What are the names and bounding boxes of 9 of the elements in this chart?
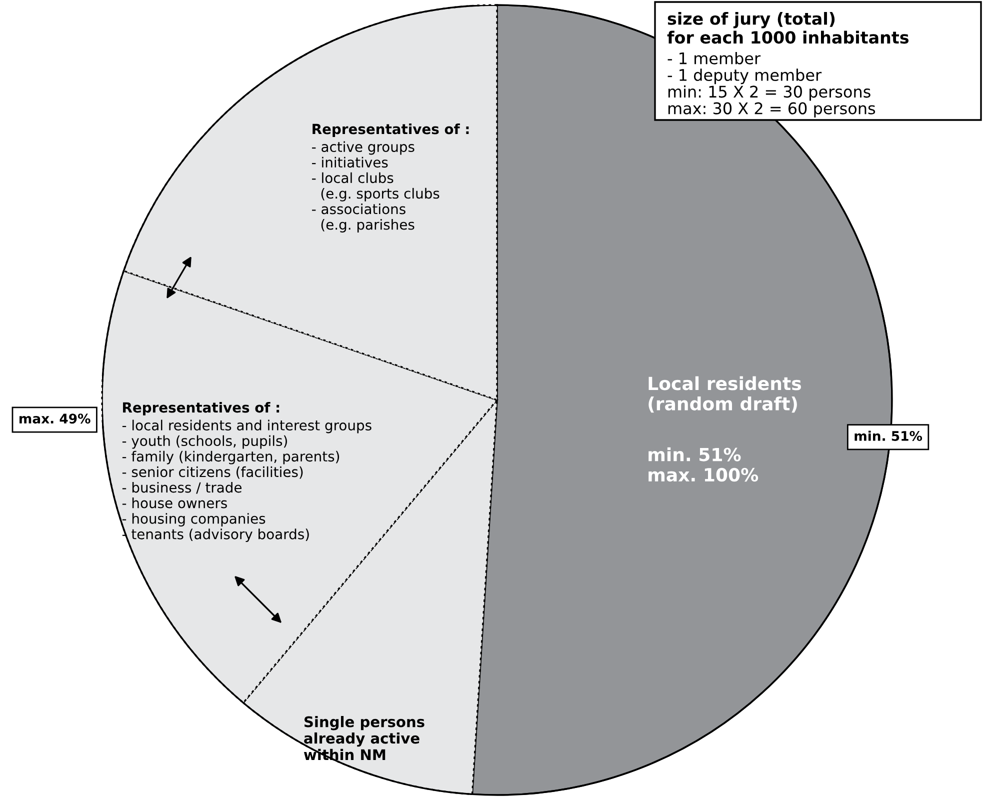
text: Representatives of : [312, 124, 469, 137]
text: min. 51% [854, 430, 922, 441]
text: size of jury (total) for each 1000 inhabitants [667, 12, 909, 44]
text: max. 49% [20, 414, 90, 424]
text: Representatives of : [123, 402, 280, 416]
text: min. 51% max. 100% [648, 447, 758, 482]
slice-label: Local residents (random draft) [648, 376, 802, 413]
text: - 1 member - 1 deputy member min: 15 X 2 = 30 persons max: 30 X 2 = 60 persons [668, 52, 876, 118]
text: - active groups - initiatives - local clubs (e.g. sports clubs - associations (e.g. parishes [312, 141, 440, 232]
